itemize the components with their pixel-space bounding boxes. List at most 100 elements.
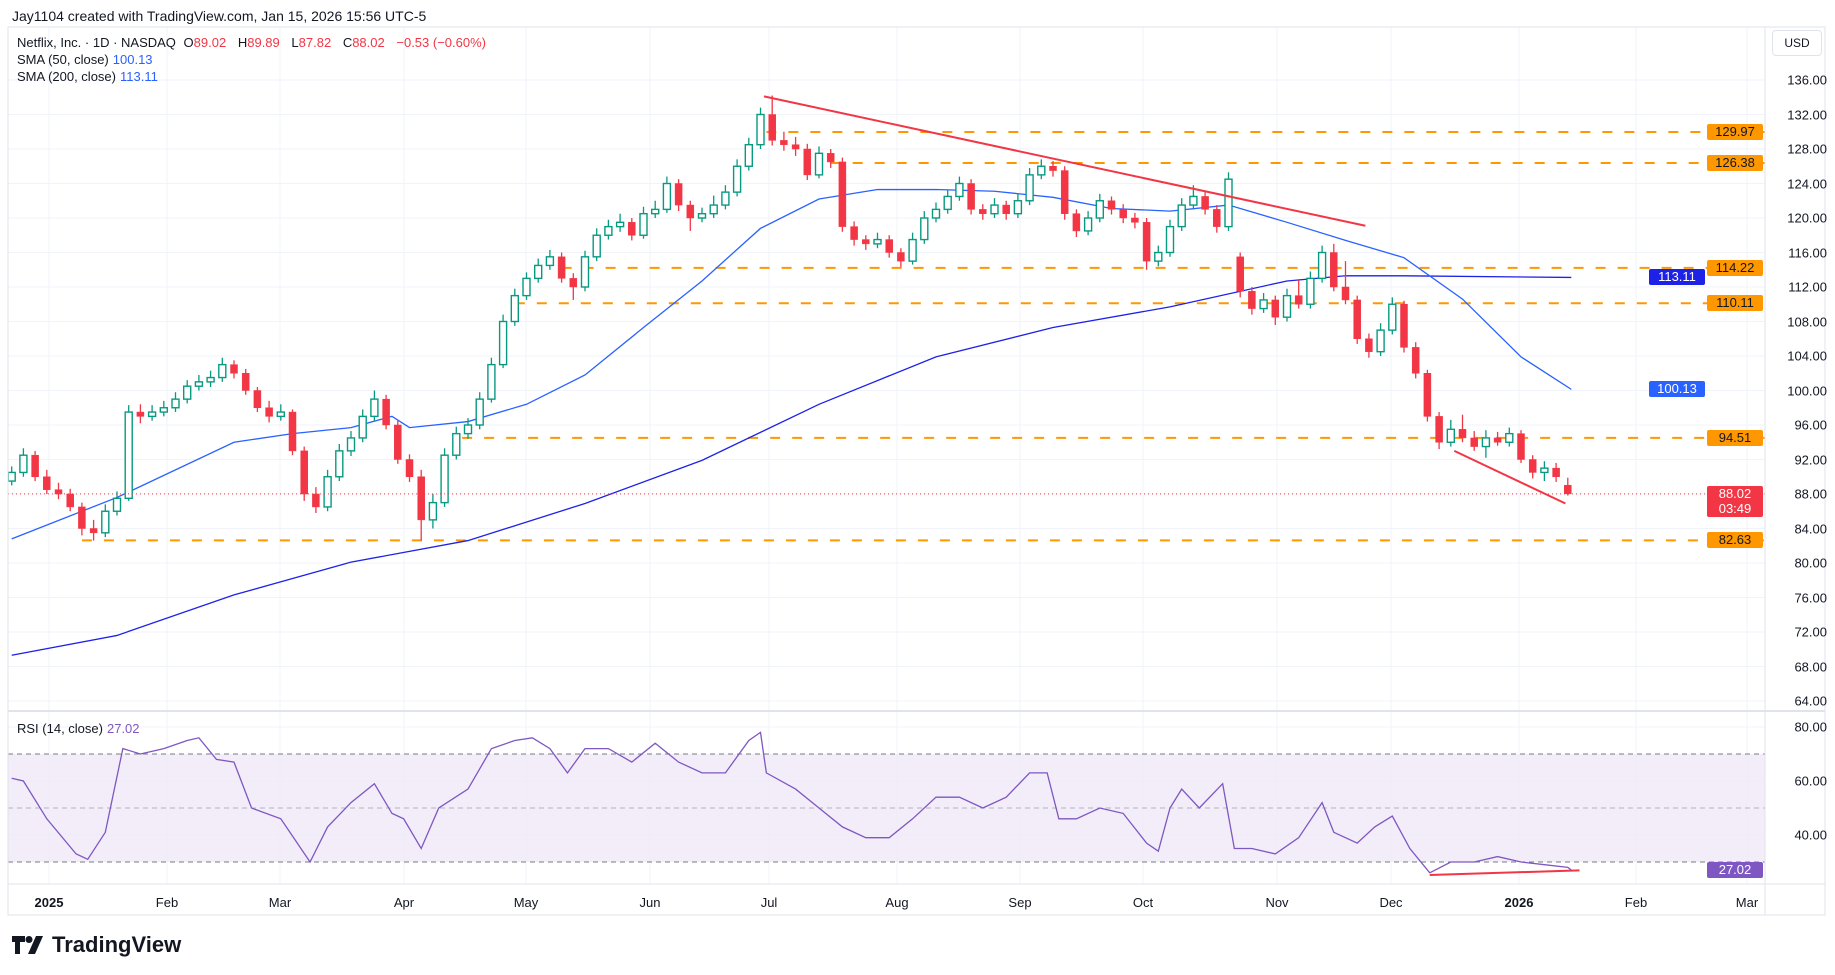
candle-body-down bbox=[1049, 166, 1057, 171]
candle-body-up bbox=[721, 191, 730, 206]
price-tick-label: 108.00 bbox=[1787, 314, 1827, 329]
candle bbox=[1528, 455, 1537, 479]
candle-body-up bbox=[1388, 303, 1397, 331]
candle-body-up bbox=[346, 437, 356, 452]
candle-body-up bbox=[744, 143, 753, 167]
candle-body-up bbox=[1540, 467, 1549, 474]
time-tick-label: Jun bbox=[639, 895, 661, 910]
trendlines[interactable] bbox=[763, 95, 1580, 876]
tradingview-logo[interactable]: TradingView bbox=[12, 932, 181, 958]
price-tick-label: 132.00 bbox=[1787, 107, 1827, 122]
rsi-trendline bbox=[1429, 869, 1580, 876]
candle-body-up bbox=[440, 454, 449, 504]
candle-body-down bbox=[1330, 252, 1338, 288]
candle-body-up bbox=[112, 497, 122, 512]
candle bbox=[31, 450, 39, 482]
symbol-name[interactable]: Netflix, Inc. · 1D · NASDAQ bbox=[17, 35, 176, 50]
candle bbox=[7, 466, 16, 486]
candle bbox=[428, 494, 438, 529]
open-value: 89.02 bbox=[193, 35, 227, 50]
candle bbox=[1095, 193, 1105, 223]
candle-body-down bbox=[1458, 429, 1467, 439]
low-value: 87.82 bbox=[298, 35, 332, 50]
candle bbox=[1388, 297, 1397, 335]
candle-body-up bbox=[1189, 195, 1198, 206]
candle-body-up bbox=[651, 208, 660, 215]
candle bbox=[709, 195, 718, 218]
price-tick-label: 100.00 bbox=[1787, 383, 1827, 398]
candle-body-up bbox=[498, 320, 508, 366]
candle bbox=[1060, 166, 1069, 220]
candle bbox=[463, 418, 473, 439]
time-tick-label: 2025 bbox=[34, 895, 64, 910]
candle bbox=[1154, 245, 1163, 267]
candle-body-down bbox=[569, 278, 578, 288]
candle-body-down bbox=[1294, 295, 1303, 305]
candle bbox=[1540, 461, 1549, 482]
candle-body-down bbox=[1248, 291, 1256, 309]
candle-body-down bbox=[826, 153, 835, 163]
candle-body-up bbox=[592, 234, 601, 258]
candle-body-down bbox=[1002, 204, 1010, 214]
candle bbox=[838, 157, 847, 232]
high-label: H bbox=[237, 35, 248, 50]
sma50-line bbox=[11, 188, 1572, 540]
candle bbox=[370, 390, 379, 421]
candle-body-up bbox=[639, 212, 648, 236]
rsi-legend[interactable]: RSI (14, close) 27.02 bbox=[17, 721, 144, 736]
candle-body-up bbox=[1481, 437, 1491, 448]
price-tick-label: 64.00 bbox=[1794, 693, 1827, 709]
candle bbox=[1049, 161, 1057, 177]
candle-body-down bbox=[265, 407, 273, 417]
currency-button[interactable]: USD bbox=[1772, 30, 1822, 56]
time-tick-label: Feb bbox=[1624, 895, 1648, 910]
candle-body-up bbox=[697, 212, 707, 219]
time-tick-label: Oct bbox=[1132, 895, 1154, 910]
candle bbox=[417, 469, 425, 541]
candle-body-up bbox=[920, 217, 929, 241]
candle-body-down bbox=[897, 252, 905, 262]
candle-body-down bbox=[1060, 170, 1069, 214]
candle bbox=[182, 380, 192, 404]
candle bbox=[580, 250, 590, 292]
candle-body-up bbox=[1013, 200, 1023, 215]
sma200-line bbox=[11, 275, 1572, 656]
sma50-value: 100.13 bbox=[112, 52, 153, 67]
candle-body-down bbox=[417, 476, 425, 521]
candle bbox=[943, 189, 952, 214]
candle-body-up bbox=[159, 407, 169, 413]
candle-body-up bbox=[358, 415, 367, 439]
candle-body-down bbox=[1353, 299, 1361, 339]
candle bbox=[885, 235, 893, 258]
price-tick-label: 80.00 bbox=[1794, 555, 1827, 571]
time-tick-label: Jul bbox=[760, 895, 778, 910]
candle bbox=[697, 207, 707, 223]
candle-body-down bbox=[1528, 459, 1537, 473]
candle bbox=[405, 454, 414, 482]
candle bbox=[1259, 293, 1268, 313]
candle-body-down bbox=[1400, 304, 1408, 348]
rsi-label: RSI (14, close) bbox=[17, 721, 103, 736]
candle bbox=[1083, 211, 1093, 236]
price-tick-label: 96.00 bbox=[1794, 417, 1827, 433]
candle bbox=[545, 249, 555, 270]
candle bbox=[335, 443, 344, 482]
candles bbox=[7, 95, 1572, 541]
candle bbox=[159, 400, 169, 417]
level-price-badge: 94.51 bbox=[1707, 429, 1763, 446]
candle-body-up bbox=[990, 204, 999, 215]
sma200-legend[interactable]: SMA (200, close) 113.11 bbox=[17, 69, 162, 84]
price-tick-label: 112.00 bbox=[1788, 279, 1827, 295]
sma50-legend[interactable]: SMA (50, close) 100.13 bbox=[17, 52, 157, 67]
price-tick-label: 84.00 bbox=[1794, 521, 1827, 536]
candle-body-up bbox=[1282, 294, 1292, 318]
candle bbox=[1517, 430, 1525, 463]
candle bbox=[1317, 245, 1327, 283]
candle bbox=[1423, 369, 1432, 422]
trendline bbox=[1453, 449, 1566, 505]
candle bbox=[557, 252, 566, 283]
candle bbox=[662, 176, 672, 213]
candle-body-up bbox=[1165, 225, 1175, 254]
candle bbox=[1400, 300, 1408, 353]
